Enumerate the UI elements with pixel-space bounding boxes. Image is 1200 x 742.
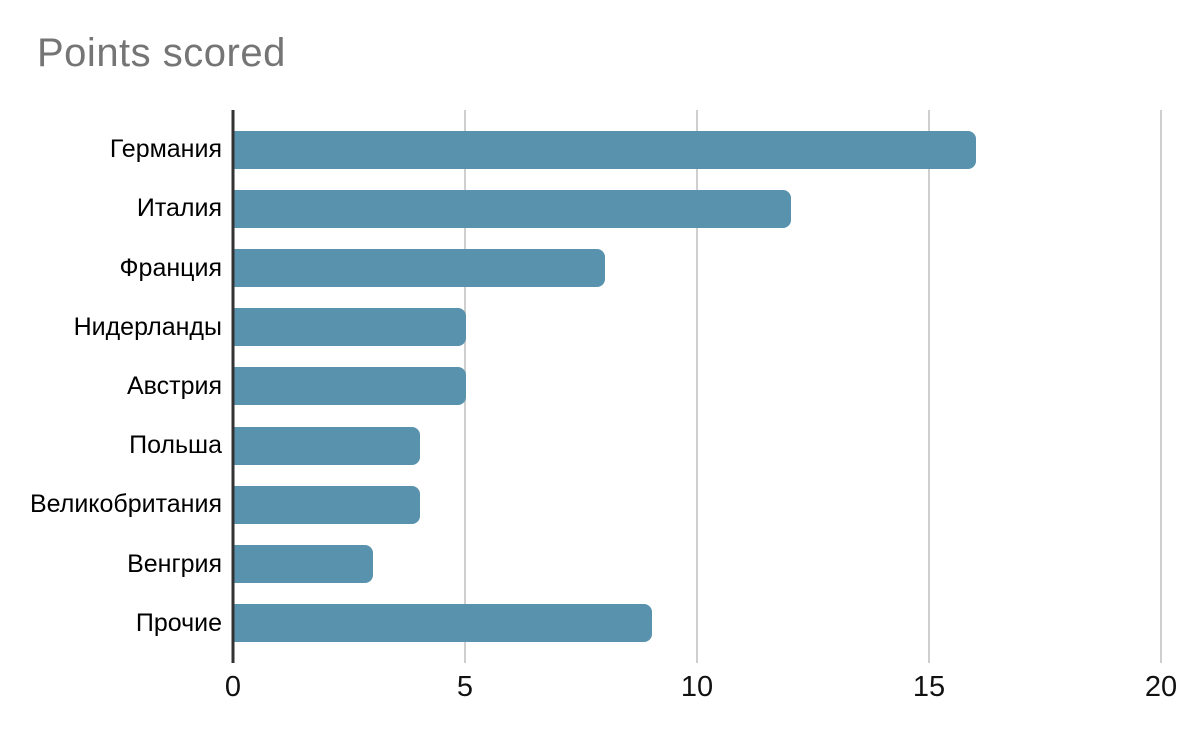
bar-row [233, 416, 1161, 475]
category-axis: Германия Италия Франция Нидерланды Австрия По… [0, 120, 222, 653]
bar-row [233, 298, 1161, 357]
bar-Нидерланды[interactable] [234, 308, 466, 347]
bar-Венгрия[interactable] [234, 545, 374, 584]
bar-rows [233, 120, 1161, 653]
bar-row [233, 238, 1161, 297]
zero-axis-line [231, 110, 235, 663]
x-tick-label: 10 [680, 671, 714, 703]
value-axis: 0 5 10 15 20 [225, 671, 1177, 711]
bar-Польша[interactable] [234, 426, 420, 465]
bar-Италия[interactable] [234, 189, 791, 228]
category-label: Польша [129, 431, 222, 460]
bar-Прочие[interactable] [234, 604, 652, 643]
x-tick-label: 20 [1144, 671, 1178, 703]
gridline [928, 110, 930, 663]
category-label: Великобритания [30, 490, 222, 519]
bar-row [233, 475, 1161, 534]
category-label: Австрия [126, 371, 222, 400]
category-label: Прочие [135, 608, 222, 637]
x-tick-label: 5 [456, 671, 474, 703]
bar-Германия[interactable] [234, 130, 977, 169]
chart-title: Points scored [37, 31, 286, 75]
category-label: Германия [109, 135, 222, 164]
x-tick-label: 0 [224, 671, 242, 703]
plot-area [231, 110, 1162, 663]
bar-Франция[interactable] [234, 249, 606, 288]
bar-row [233, 357, 1161, 416]
bar-row [233, 179, 1161, 238]
bar-row [233, 535, 1161, 594]
category-label: Франция [119, 253, 222, 282]
x-tick-label: 15 [912, 671, 946, 703]
bar-Австрия[interactable] [234, 367, 466, 406]
gridline [1160, 110, 1162, 663]
gridline [696, 110, 698, 663]
bar-Великобритания[interactable] [234, 485, 420, 524]
category-label: Нидерланды [73, 312, 222, 341]
category-label: Венгрия [127, 549, 222, 578]
bar-row [233, 120, 1161, 179]
bar-row [233, 594, 1161, 653]
category-label: Италия [136, 194, 222, 223]
